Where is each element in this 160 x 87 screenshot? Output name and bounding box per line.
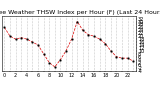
- Title: Milwaukee Weather THSW Index per Hour (F) (Last 24 Hours): Milwaukee Weather THSW Index per Hour (F…: [0, 10, 160, 15]
